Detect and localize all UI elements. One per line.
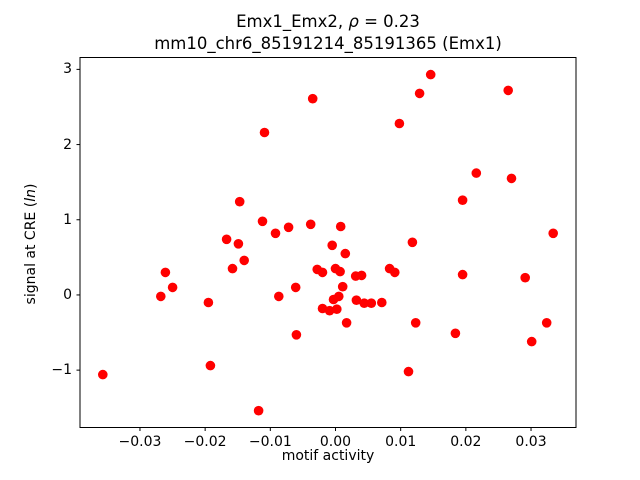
- data-point: [324, 305, 335, 316]
- data-point: [239, 255, 249, 266]
- axis-ticks: [76, 68, 532, 431]
- data-point: [234, 196, 245, 207]
- data-point: [526, 336, 537, 347]
- data-point: [506, 173, 517, 184]
- data-point: [541, 318, 552, 328]
- x-tick-label: −0.03: [118, 433, 162, 450]
- data-point: [457, 269, 468, 280]
- data-point: [520, 272, 530, 283]
- y-tick-label: 0: [63, 286, 72, 303]
- data-point: [227, 263, 238, 274]
- rho-symbol: ρ: [348, 12, 359, 31]
- scatter-points: [98, 69, 558, 416]
- chart-title-line1: Emx1_Emx2, ρ = 0.23: [236, 12, 420, 31]
- data-point: [291, 330, 302, 340]
- data-point: [332, 304, 342, 315]
- data-point: [253, 405, 264, 416]
- x-tick-label: −0.01: [248, 433, 292, 450]
- x-tick-label: 0.03: [515, 433, 547, 450]
- x-tick-label: −0.02: [183, 433, 227, 450]
- data-point: [290, 282, 301, 293]
- data-point: [221, 234, 232, 245]
- data-point: [390, 267, 400, 278]
- chart-title: Emx1_Emx2, ρ = 0.23 mm10_chr6_85191214_8…: [0, 11, 640, 55]
- data-point: [403, 366, 414, 377]
- data-point: [334, 291, 344, 302]
- data-point: [307, 93, 318, 104]
- data-point: [356, 270, 367, 281]
- data-point: [327, 240, 338, 251]
- x-tick-label: 0.01: [385, 433, 417, 450]
- data-point: [98, 369, 108, 380]
- data-point: [366, 298, 377, 309]
- data-point: [337, 281, 348, 292]
- y-tick-label: 1: [63, 211, 72, 228]
- x-tick-label: 0.02: [450, 433, 482, 450]
- data-point: [233, 239, 244, 249]
- data-point: [450, 328, 461, 339]
- data-point: [340, 248, 351, 259]
- y-tick-label: 3: [63, 61, 72, 78]
- data-point: [317, 267, 328, 278]
- axes-frame: [79, 57, 577, 428]
- x-tick-label: 0.00: [319, 433, 352, 450]
- data-point: [205, 360, 216, 371]
- data-point: [167, 282, 178, 293]
- data-point: [270, 228, 281, 239]
- y-tick-label: 2: [63, 136, 72, 153]
- data-point: [471, 168, 482, 178]
- data-point: [425, 69, 436, 80]
- y-tick-label: −1: [51, 362, 72, 379]
- data-point: [359, 298, 370, 309]
- data-point: [203, 297, 214, 308]
- data-point: [335, 221, 346, 232]
- data-point: [548, 228, 558, 239]
- data-point: [351, 295, 362, 306]
- data-point: [259, 127, 270, 138]
- data-point: [414, 88, 425, 99]
- data-point: [160, 267, 171, 278]
- chart-title-line2: mm10_chr6_85191214_85191365 (Emx1): [154, 34, 502, 53]
- data-point: [377, 297, 387, 308]
- data-point: [341, 318, 352, 328]
- data-point: [410, 318, 421, 328]
- data-point: [156, 291, 166, 302]
- data-point: [394, 118, 405, 129]
- data-point: [274, 291, 284, 302]
- data-point: [257, 216, 268, 227]
- data-point: [457, 195, 468, 205]
- data-point: [503, 85, 513, 96]
- data-point: [335, 266, 345, 277]
- data-point: [407, 237, 418, 248]
- data-point: [305, 219, 316, 230]
- x-axis-label: motif activity: [281, 448, 375, 464]
- data-point: [283, 222, 294, 233]
